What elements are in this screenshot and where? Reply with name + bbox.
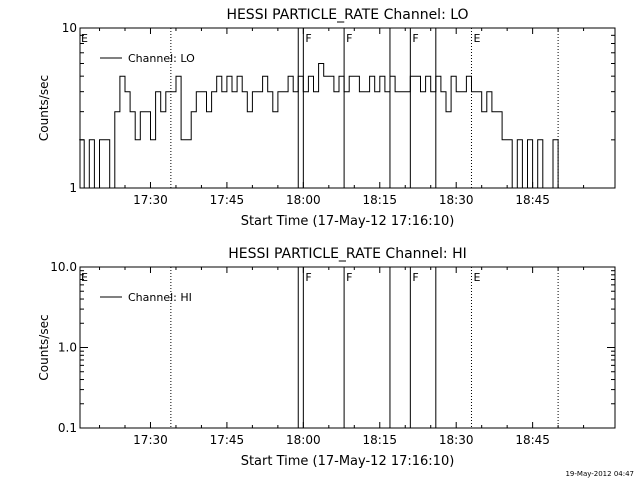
x-tick-label: 18:15	[362, 433, 397, 447]
chart-title: HESSI PARTICLE_RATE Channel: HI	[228, 246, 466, 262]
marker-label: F	[346, 271, 352, 284]
marker-label: E	[473, 32, 480, 45]
marker-label: F	[412, 32, 418, 45]
y-tick-label: 0.1	[58, 421, 77, 435]
x-tick-label: 18:00	[286, 193, 321, 207]
plot-frame	[79, 27, 616, 189]
legend-label: Channel: HI	[128, 291, 192, 304]
x-axis-label: Start Time (17-May-12 17:16:10)	[241, 214, 455, 229]
marker-label: F	[412, 271, 418, 284]
y-axis-label: Counts/sec	[37, 314, 51, 380]
marker-label: F	[305, 32, 311, 45]
x-tick-label: 18:15	[362, 193, 397, 207]
x-axis-label: Start Time (17-May-12 17:16:10)	[241, 454, 455, 469]
series-line-channel-lo	[79, 63, 564, 189]
x-tick-label: 17:30	[133, 193, 168, 207]
y-tick-label: 1.0	[58, 341, 77, 355]
x-tick-label: 17:45	[210, 433, 245, 447]
x-tick-label: 18:00	[286, 433, 321, 447]
start-marker-label: E	[81, 271, 88, 284]
x-tick-label: 18:45	[515, 193, 550, 207]
y-axis-label: Counts/sec	[37, 75, 51, 141]
x-tick-label: 18:30	[439, 433, 474, 447]
y-tick-label: 10.0	[50, 260, 77, 274]
plot-timestamp: 19-May-2012 04:47	[565, 470, 634, 478]
chart-title: HESSI PARTICLE_RATE Channel: LO	[226, 7, 468, 23]
x-tick-label: 18:30	[439, 193, 474, 207]
start-marker-label: E	[81, 32, 88, 45]
x-tick-label: 17:45	[210, 193, 245, 207]
y-tick-label: 10	[62, 21, 77, 35]
x-tick-label: 17:30	[133, 433, 168, 447]
x-tick-label: 18:45	[515, 433, 550, 447]
marker-label: F	[305, 271, 311, 284]
marker-label: E	[473, 271, 480, 284]
marker-label: F	[346, 32, 352, 45]
y-tick-label: 1	[69, 181, 77, 195]
legend-label: Channel: LO	[128, 52, 195, 65]
